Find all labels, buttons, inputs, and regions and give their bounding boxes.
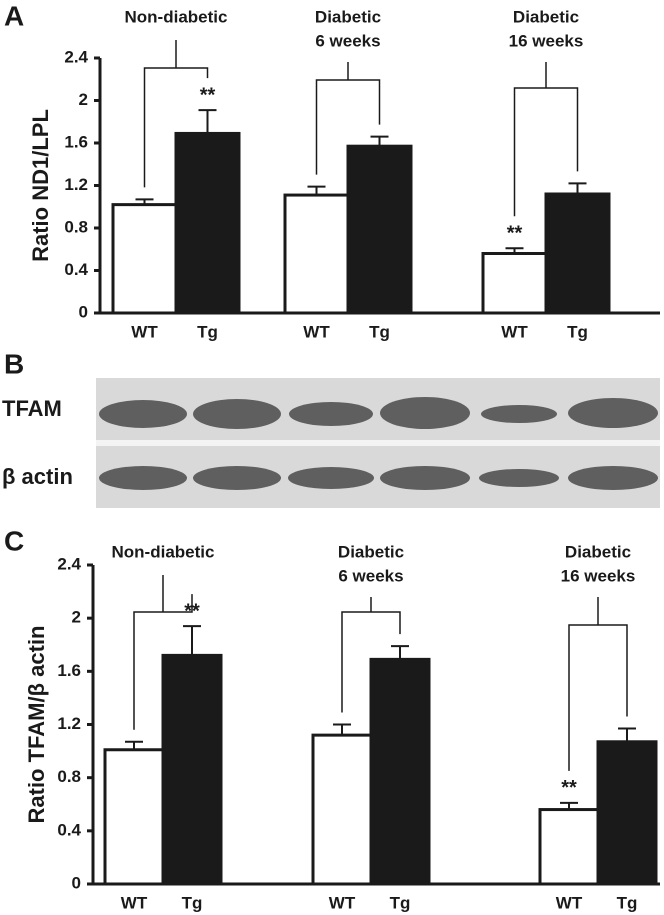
bar (103, 748, 165, 886)
blot-row-label: β actin (2, 464, 73, 489)
western-blot (96, 378, 660, 508)
x-tick-label: WT (556, 893, 583, 912)
bar (174, 131, 241, 315)
bar (311, 733, 373, 886)
blot-row-label: TFAM (2, 396, 62, 421)
group-label: Diabetic (315, 7, 381, 26)
bar (346, 144, 413, 315)
panel-label: B (4, 348, 24, 379)
group-label: Diabetic (565, 542, 631, 561)
panel-label: A (4, 0, 24, 31)
y-tick-label: 1.6 (57, 661, 81, 680)
x-tick-label: Tg (390, 893, 411, 912)
y-axis-label: Ratio TFAM/β actin (24, 626, 49, 824)
y-tick-label: 0.8 (57, 767, 81, 786)
group-label: 6 weeks (315, 31, 380, 50)
group-label: 16 weeks (509, 31, 584, 50)
y-tick-label: 0.4 (64, 260, 88, 279)
y-tick-label: 1.6 (64, 132, 88, 151)
bar (538, 808, 600, 886)
y-tick-label: 2.4 (64, 47, 88, 66)
bar (283, 193, 350, 315)
significance-label: ** (507, 222, 523, 244)
bar (369, 657, 431, 886)
group-label: Non-diabetic (125, 7, 228, 26)
group-label: 16 weeks (561, 566, 636, 585)
x-tick-label: Tg (182, 893, 203, 912)
group-label: 6 weeks (338, 566, 403, 585)
x-tick-label: WT (121, 893, 148, 912)
x-tick-label: Tg (567, 322, 588, 341)
x-tick-label: Tg (197, 322, 218, 341)
bar (161, 653, 223, 886)
x-tick-label: Tg (369, 322, 390, 341)
bar (111, 203, 178, 315)
y-tick-label: 0 (72, 873, 81, 892)
y-tick-label: 1.2 (64, 175, 88, 194)
group-label: Non-diabetic (112, 542, 215, 561)
y-tick-label: 2 (72, 608, 81, 627)
panel-label: C (4, 525, 24, 556)
y-tick-label: 2.4 (57, 554, 81, 573)
y-tick-label: 2 (79, 90, 88, 109)
bar (596, 740, 658, 886)
x-tick-label: WT (329, 893, 356, 912)
x-tick-label: Tg (617, 893, 638, 912)
significance-label: ** (200, 84, 216, 106)
y-tick-label: 0.8 (64, 217, 88, 236)
group-label: Diabetic (513, 7, 579, 26)
x-tick-label: WT (303, 322, 330, 341)
blot-divider (96, 440, 660, 446)
y-axis-label: Ratio ND1/LPL (28, 109, 53, 262)
group-label: Diabetic (338, 542, 404, 561)
y-tick-label: 1.2 (57, 714, 81, 733)
x-tick-label: WT (131, 322, 158, 341)
significance-label: ** (561, 777, 577, 799)
x-tick-label: WT (501, 322, 528, 341)
y-tick-label: 0 (79, 302, 88, 321)
y-tick-label: 0.4 (57, 820, 81, 839)
bar (544, 192, 611, 315)
bar (481, 252, 548, 315)
